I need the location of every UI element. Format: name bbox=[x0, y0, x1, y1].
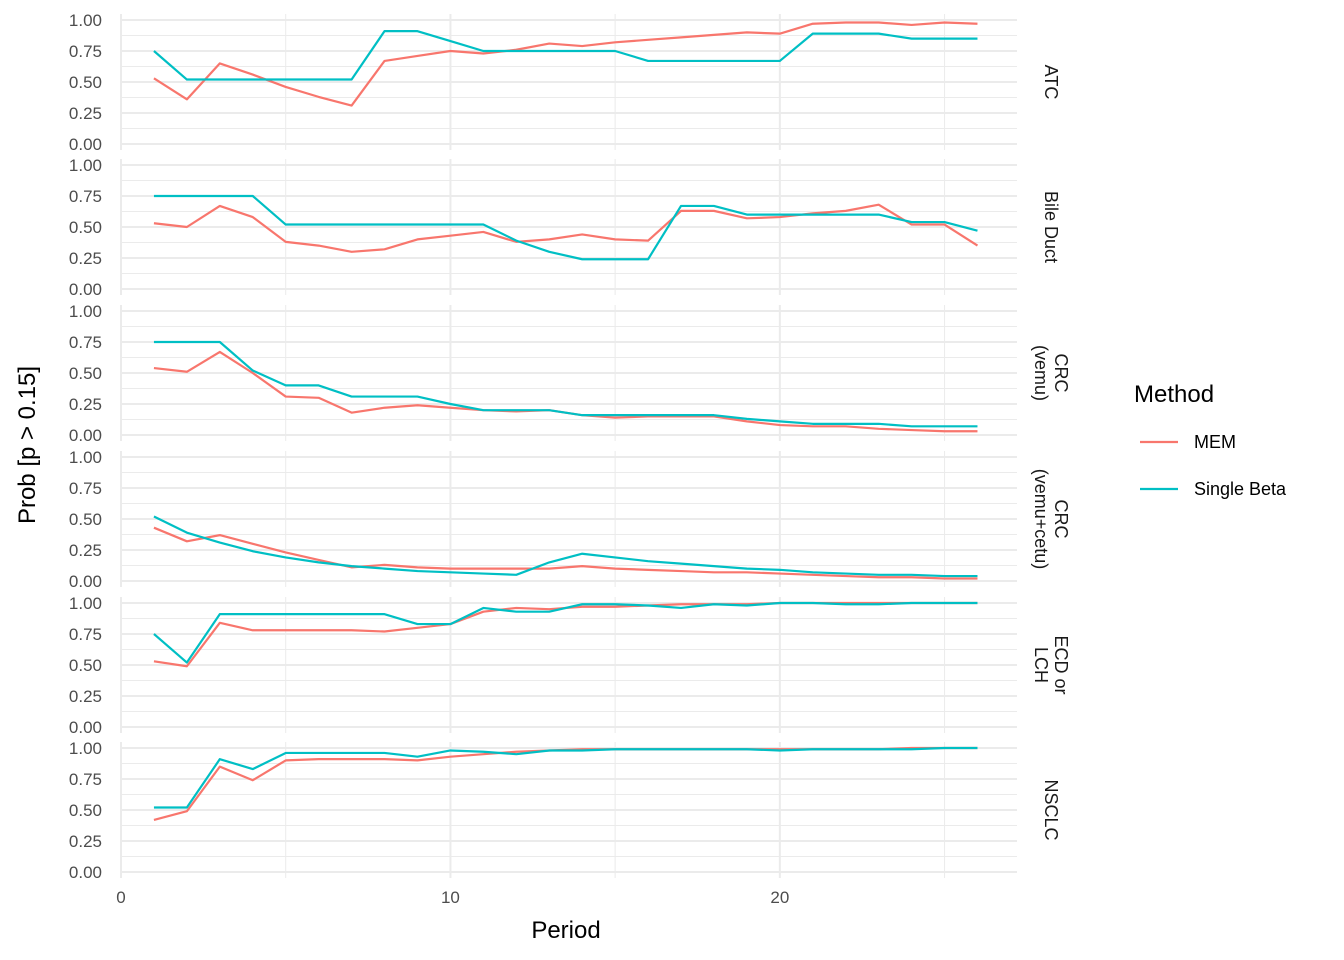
y-tick-label: 0.75 bbox=[69, 42, 102, 61]
y-tick-label: 0.00 bbox=[69, 135, 102, 154]
facet-strip-label: Bile Duct bbox=[1041, 191, 1061, 263]
y-tick-label: 0.25 bbox=[69, 541, 102, 560]
y-tick-label: 1.00 bbox=[69, 11, 102, 30]
x-axis-title: Period bbox=[531, 917, 600, 944]
legend: Method MEM Single Beta bbox=[1134, 381, 1287, 499]
y-tick-label: 0.25 bbox=[69, 104, 102, 123]
y-tick-label: 1.00 bbox=[69, 739, 102, 758]
panel-4: 0.00 0.25 0.50 0.75 1.00 CRC(vemu+cetu) bbox=[69, 448, 1071, 591]
panel-3: 0.00 0.25 0.50 0.75 1.00 CRC(vemu) bbox=[69, 302, 1071, 445]
y-tick-label: 0.75 bbox=[69, 187, 102, 206]
series-line-single-beta bbox=[153, 601, 978, 664]
y-tick-label: 0.50 bbox=[69, 73, 102, 92]
y-tick-label: 0.25 bbox=[69, 395, 102, 414]
y-tick-label: 0.00 bbox=[69, 572, 102, 591]
y-tick-label: 0.50 bbox=[69, 656, 102, 675]
legend-label: Single Beta bbox=[1194, 479, 1287, 499]
y-tick-label: 0.50 bbox=[69, 510, 102, 529]
panels-layer: 0.00 0.25 0.50 0.75 1.00 ATC 0.00 0.25 0.50 0.75 1… bbox=[69, 11, 1071, 882]
facet-strip-label: NSCLC bbox=[1041, 779, 1061, 840]
facet-strip-label: ATC bbox=[1041, 65, 1061, 100]
y-tick-label: 1.00 bbox=[69, 156, 102, 175]
facet-strip-label: CRC bbox=[1051, 354, 1071, 393]
series-line-single-beta bbox=[153, 194, 978, 261]
series-line-mem bbox=[153, 21, 978, 107]
y-tick-label: 0.00 bbox=[69, 280, 102, 299]
facet-strip-label: LCH bbox=[1031, 647, 1051, 683]
y-tick-label: 0.75 bbox=[69, 333, 102, 352]
facet-strip-label: ECD or bbox=[1051, 635, 1071, 694]
panel-1: 0.00 0.25 0.50 0.75 1.00 ATC bbox=[69, 11, 1061, 154]
facet-strip-label: CRC bbox=[1051, 500, 1071, 539]
y-tick-label: 0.50 bbox=[69, 364, 102, 383]
y-tick-label: 1.00 bbox=[69, 448, 102, 467]
x-axis: 0 10 20 bbox=[116, 888, 789, 907]
y-tick-label: 0.50 bbox=[69, 218, 102, 237]
y-tick-label: 0.75 bbox=[69, 479, 102, 498]
series-line-single-beta bbox=[153, 340, 978, 428]
legend-items: MEM Single Beta bbox=[1140, 432, 1287, 499]
y-tick-label: 1.00 bbox=[69, 302, 102, 321]
panel-6: 0.00 0.25 0.50 0.75 1.00 NSCLC bbox=[69, 739, 1061, 882]
x-tick-label: 10 bbox=[441, 888, 460, 907]
y-tick-label: 0.75 bbox=[69, 770, 102, 789]
y-tick-label: 0.25 bbox=[69, 832, 102, 851]
y-tick-label: 0.50 bbox=[69, 801, 102, 820]
y-tick-label: 0.00 bbox=[69, 426, 102, 445]
x-tick-label: 20 bbox=[770, 888, 789, 907]
panel-2: 0.00 0.25 0.50 0.75 1.00 Bile Duct bbox=[69, 156, 1061, 299]
series-line-mem bbox=[153, 526, 978, 580]
facet-strip-label: (vemu) bbox=[1031, 345, 1051, 401]
series-line-single-beta bbox=[153, 746, 978, 809]
y-tick-label: 0.00 bbox=[69, 718, 102, 737]
y-tick-label: 1.00 bbox=[69, 594, 102, 613]
y-tick-label: 0.75 bbox=[69, 625, 102, 644]
legend-label: MEM bbox=[1194, 432, 1236, 452]
series-line-mem bbox=[153, 203, 979, 253]
y-tick-label: 0.25 bbox=[69, 249, 102, 268]
legend-title: Method bbox=[1134, 381, 1214, 408]
series-line-single-beta bbox=[153, 515, 978, 578]
series-line-single-beta bbox=[153, 30, 978, 81]
y-tick-label: 0.25 bbox=[69, 687, 102, 706]
y-axis-title: Prob [p > 0.15] bbox=[14, 366, 41, 524]
x-tick-label: 0 bbox=[116, 888, 125, 907]
facet-strip-label: (vemu+cetu) bbox=[1031, 469, 1051, 570]
y-tick-label: 0.00 bbox=[69, 863, 102, 882]
